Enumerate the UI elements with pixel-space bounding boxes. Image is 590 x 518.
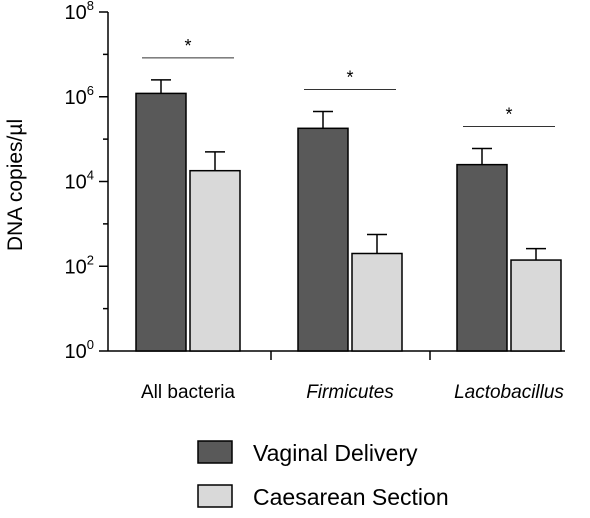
significance-marker: *: [505, 105, 512, 125]
bar: [189, 169, 241, 352]
legend-swatch: [197, 484, 233, 508]
bar: [510, 259, 562, 352]
y-tick-label: 100: [65, 337, 94, 363]
legend-label: Vaginal Delivery: [253, 440, 418, 466]
y-axis-label: DNA copies/µl: [4, 119, 27, 251]
bar: [135, 92, 187, 352]
significance-marker: *: [346, 67, 353, 87]
bar: [456, 163, 508, 352]
significance-marker: *: [184, 36, 191, 56]
y-tick-label: 106: [65, 83, 94, 109]
bar: [351, 252, 403, 352]
legend: Vaginal Delivery Caesarean Section: [197, 440, 449, 510]
x-tick-label: Firmicutes: [306, 382, 394, 403]
chart-marks: All bacteria * Firmicutes * Lactobacillus *: [135, 36, 564, 403]
legend-label: Caesarean Section: [253, 484, 449, 510]
y-tick-label: 104: [65, 168, 94, 194]
bar: [297, 127, 349, 352]
y-tick-label: 102: [65, 252, 94, 278]
x-tick-label: Lactobacillus: [454, 382, 564, 403]
legend-swatch: [197, 440, 233, 464]
y-tick-label: 108: [65, 0, 94, 24]
x-tick-label: All bacteria: [141, 382, 235, 403]
